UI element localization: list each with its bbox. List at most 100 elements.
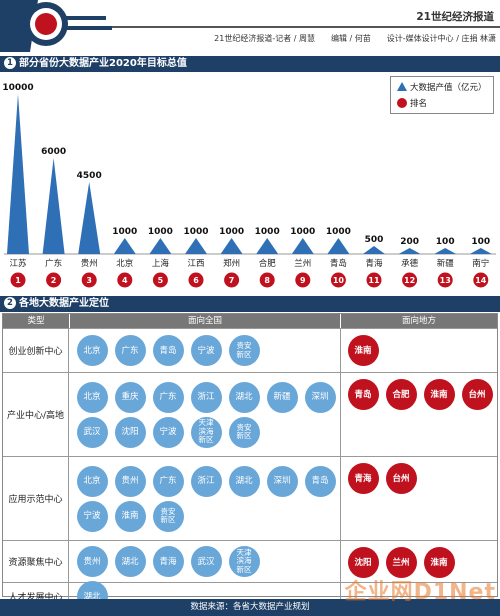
rank-badge [152,272,168,288]
national-city-badge: 深圳 [266,465,298,497]
row-type-label: 人才发展中心 [3,583,69,610]
watermark: 企业网D1Net [344,580,496,605]
category-label: 青海 [365,258,383,269]
local-city-badge: 沈阳 [347,547,379,578]
national-cell: 北京 贵州 广东 浙江 湖北 深圳 青岛 宁波 淮南 贵安 新区 [73,457,339,540]
data-source: 数据来源：各省大数据产业规划 [0,599,500,616]
local-city-badge: 兰州 [385,547,417,578]
column-divider [340,457,341,540]
value-triangle [469,248,492,254]
national-city-badge: 武汉 [190,546,222,577]
triangle-icon [397,82,407,91]
category-label: 上海 [152,258,170,269]
national-city-badge: 贵州 [76,546,108,577]
section-2-header: 2 各地大数据产业定位 [0,296,500,312]
national-city-badge: 重庆 [114,381,146,413]
section-1-title: 部分省份大数据产业2020年目标总值 [19,58,187,69]
rank-badge [224,272,240,288]
national-city-badge: 新疆 [266,381,298,413]
target-value-chart: 10000 江苏 1 6000 广东 2 4500 贵州 3 1000 北京 4 1000 上海 5 1000… [2,83,496,288]
category-label: 江西 [187,259,204,269]
national-city-badge: 贵安 新区 [152,500,184,532]
national-city-badge: 天津 滨海 新区 [228,546,260,577]
value-triangle [7,94,29,254]
local-city-badge: 青岛 [347,379,379,410]
section-1-header: 1 部分省份大数据产业2020年目标总值 [0,56,500,72]
value-label: 100 [471,237,490,247]
rank-badge [295,272,311,288]
header-type: 类型 [3,314,69,328]
local-cell: 沈阳 兰州 淮南 [344,541,497,582]
national-city-badge: 浙江 [190,465,222,497]
rank-number: 1 [15,276,21,285]
value-label: 200 [400,237,419,247]
national-city-badge: 武汉 [76,416,108,448]
national-city-badge: 天津 滨海 新区 [190,416,222,448]
rank-badge [473,272,489,288]
national-city-badge: 湖北 [228,465,260,497]
row-type-label: 资源聚焦中心 [3,541,69,582]
rank-badge [188,272,204,288]
brand-title: 21世纪经济报道 [416,11,494,23]
national-city-badge: 广东 [152,465,184,497]
rank-badge [117,272,133,288]
rank-number: 9 [300,276,306,285]
legend-item-rank: 排名 [397,97,427,111]
rank-number: 11 [368,276,380,285]
legend-label-rank: 排名 [410,99,428,109]
value-triangle [113,238,136,254]
national-city-badge: 浙江 [190,381,222,413]
category-label: 郑州 [223,258,240,269]
national-city-badge: 广东 [114,335,146,366]
value-label: 1000 [148,227,173,237]
row-type-label: 应用示范中心 [3,457,69,540]
rank-badge [46,272,62,288]
category-label: 新疆 [437,258,455,269]
table-row: 资源聚焦中心 贵州 湖北 青海 武汉 天津 滨海 新区 沈阳 兰州 淮南 [3,540,497,582]
national-cell: 北京 广东 青岛 宁波 贵安 新区 [73,329,339,372]
national-city-badge: 广东 [152,381,184,413]
credits-line: 21世纪经济报道-记者 / 周慧 编辑 / 何苗 设计-媒体设计中心 / 庄捐 … [214,34,496,43]
table-row: 创业创新中心 北京 广东 青岛 宁波 贵安 新区 淮南 [3,328,497,372]
red-dot-icon [397,98,407,108]
section-2-number: 2 [4,297,16,309]
legend-item-value: 大数据产值（亿元） [397,81,487,95]
rank-number: 12 [404,276,415,285]
local-cell: 青海 台州 [344,457,497,540]
rank-number: 3 [86,276,92,285]
header-local: 面向地方 [341,314,497,328]
local-city-badge: 淮南 [347,335,379,366]
value-triangle [220,238,243,254]
rank-number: 10 [333,276,345,285]
value-label: 1000 [219,227,244,237]
national-city-badge: 深圳 [304,381,336,413]
section-1-number: 1 [4,57,16,69]
value-label: 1000 [255,227,280,237]
national-city-badge: 宁波 [76,500,108,532]
category-label: 承德 [401,258,419,269]
rank-number: 4 [122,276,128,285]
rank-badge [10,272,26,288]
positioning-table: 类型 面向全国 面向地方 创业创新中心 北京 广东 青岛 宁波 贵安 新区 淮南 产业中心/高… [2,313,498,612]
target-logo-icon [0,0,112,52]
national-city-badge: 贵安 新区 [228,335,260,366]
row-type-label: 创业创新中心 [3,329,69,372]
national-city-badge: 淮南 [114,500,146,532]
value-label: 100 [436,237,455,247]
value-triangle [185,238,207,254]
legend-label-value: 大数据产值（亿元） [410,83,487,93]
column-divider [340,541,341,582]
value-triangle [434,248,457,254]
local-cell: 青岛 合肥 淮南 台州 [344,373,497,456]
national-city-badge: 青海 [152,546,184,577]
national-city-badge: 宁波 [152,416,184,448]
value-label: 10000 [2,83,33,93]
value-triangle [42,158,65,254]
national-city-badge: 贵安 新区 [228,416,260,448]
value-label: 6000 [41,147,66,157]
category-label: 贵州 [81,258,98,269]
national-city-badge: 沈阳 [114,416,146,448]
national-city-badge: 北京 [76,381,108,413]
section-2-title: 各地大数据产业定位 [19,298,109,309]
local-city-badge: 淮南 [423,547,455,578]
